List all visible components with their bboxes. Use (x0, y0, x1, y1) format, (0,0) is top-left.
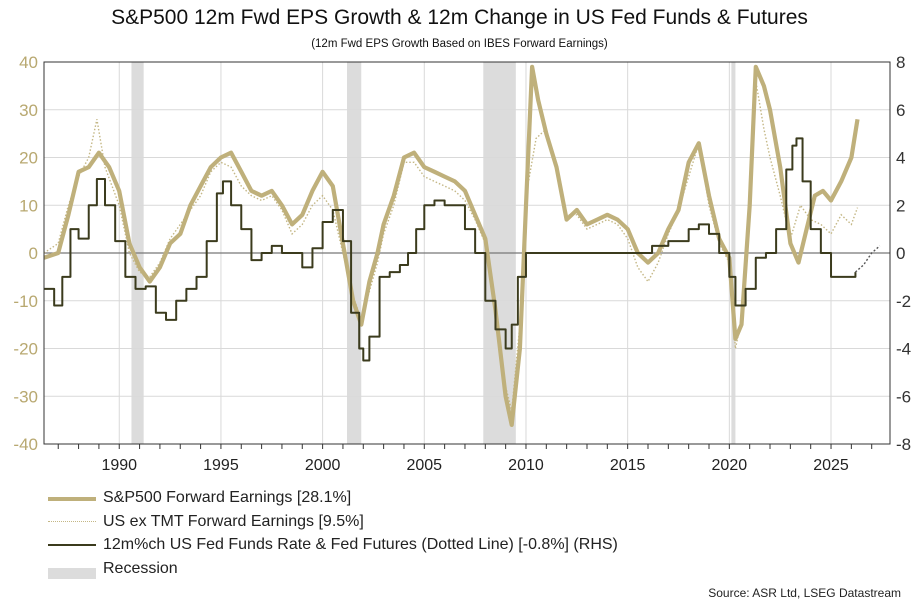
legend-swatch-recession (48, 567, 96, 579)
y-left-tick-label-1: 30 (19, 101, 38, 120)
series-fed-futures (854, 245, 881, 273)
x-tick-label-0: 1990 (101, 457, 137, 474)
legend-item-fed-funds: 12m%ch US Fed Funds Rate & Fed Futures (… (48, 533, 618, 557)
y-left-tick-label-2: 20 (19, 149, 38, 168)
x-tick-label-5: 2015 (610, 457, 646, 474)
y-left-tick-label-0: 40 (19, 53, 38, 72)
x-tick-label-4: 2010 (508, 457, 544, 474)
legend-label-sp500: S&P500 Forward Earnings [28.1%] (103, 489, 352, 506)
legend-label-ex-tmt: US ex TMT Forward Earnings [9.5%] (103, 512, 364, 530)
legend: S&P500 Forward Earnings [28.1%] US ex TM… (48, 486, 618, 580)
x-tick-label-7: 2025 (813, 457, 849, 474)
legend-label-fed-funds: 12m%ch US Fed Funds Rate & Fed Futures (… (103, 536, 618, 553)
chart-title: S&P500 12m Fwd EPS Growth & 12m Change i… (111, 6, 808, 29)
series-fed-funds-change (44, 137, 857, 362)
x-tick-label-2: 2000 (305, 457, 341, 474)
legend-item-sp500: S&P500 Forward Earnings [28.1%] (48, 486, 618, 510)
legend-label-recession: Recession (103, 559, 178, 577)
legend-swatch-sp500 (48, 497, 96, 501)
y-left-tick-label-5: -10 (13, 292, 38, 311)
legend-swatch-fed-funds (48, 544, 96, 546)
source-note: Source: ASR Ltd, LSEG Datastream (708, 586, 901, 600)
y-left-tick-label-4: 0 (29, 244, 38, 263)
series-sp500-forward-earnings (43, 64, 860, 427)
legend-item-recession: Recession (48, 557, 618, 581)
x-tick-label-3: 2005 (406, 457, 442, 474)
y-right-tick-label-6: -4 (896, 340, 911, 359)
y-right-tick-label-2: 4 (896, 149, 905, 168)
y-right-tick-label-8: -8 (896, 435, 911, 454)
plot-frame (43, 61, 891, 445)
x-tick-label-1: 1995 (203, 457, 239, 474)
y-left-tick-label-7: -30 (13, 387, 38, 406)
y-left-tick-label-3: 10 (19, 196, 38, 215)
y-left-tick-label-6: -20 (13, 340, 38, 359)
chart-subtitle: (12m Fwd EPS Growth Based on IBES Forwar… (311, 38, 608, 50)
y-right-tick-label-4: 0 (896, 244, 905, 263)
y-right-tick-label-7: -6 (896, 387, 911, 406)
y-left-tick-label-8: -40 (13, 435, 38, 454)
y-right-tick-label-5: -2 (896, 292, 911, 311)
series-us-ex-tmt-forward-earnings (43, 80, 859, 411)
x-tick-label-6: 2020 (712, 457, 748, 474)
y-right-tick-label-0: 8 (896, 53, 905, 72)
legend-swatch-ex-tmt (48, 520, 96, 522)
y-right-tick-label-3: 2 (896, 196, 905, 215)
y-right-tick-label-1: 6 (896, 101, 905, 120)
legend-item-ex-tmt: US ex TMT Forward Earnings [9.5%] (48, 510, 618, 534)
